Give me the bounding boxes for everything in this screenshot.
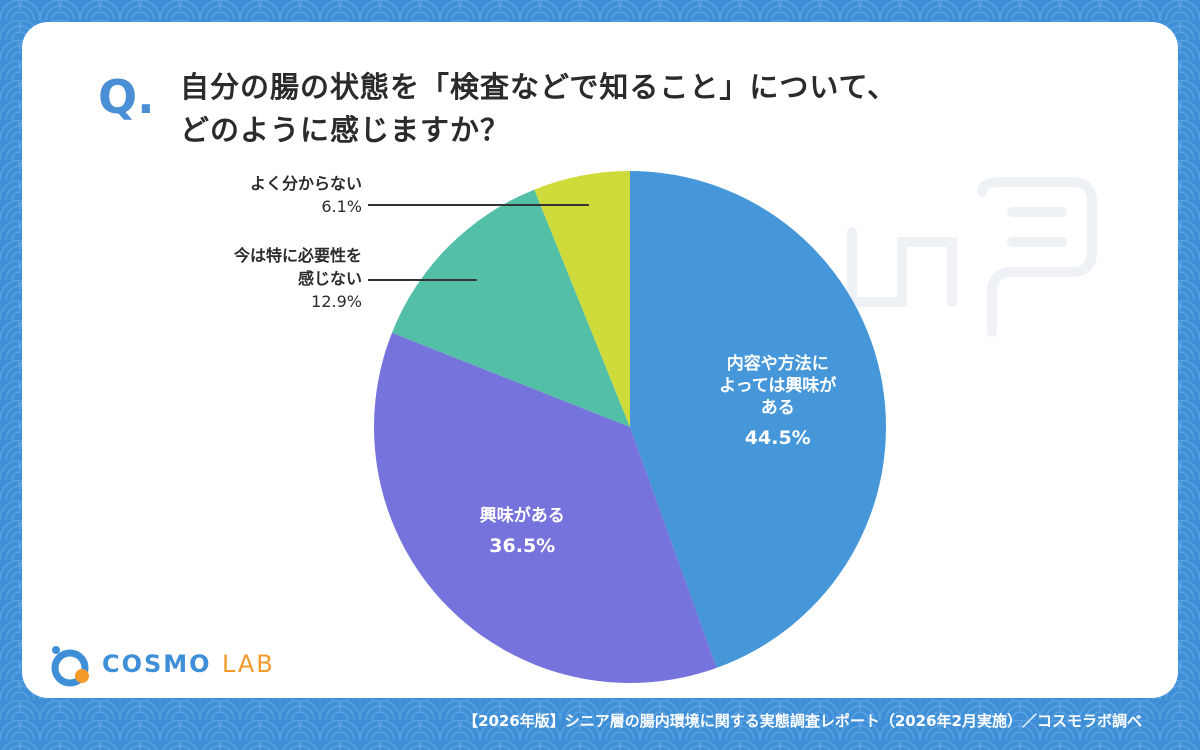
slice-label-not-needed: 今は特に必要性を感じない 12.9% xyxy=(122,244,362,313)
intestine-illustration xyxy=(847,177,1097,337)
cosmo-lab-logo: COSMO LAB xyxy=(46,642,273,688)
slice-unsure xyxy=(534,171,630,427)
slice-label-line: 興味がある xyxy=(479,506,565,527)
slice-label-line: よく分からない xyxy=(249,174,362,193)
slice-percent: 36.5% xyxy=(489,535,556,558)
source-footer: 【2026年版】シニア層の腸内環境に関する実態調査レポート（2026年2月実施）… xyxy=(463,712,1142,730)
slice-not-needed xyxy=(391,189,630,427)
chart-card: Q. 自分の腸の状態を「検査などで知ること」について、 どのように感じますか？ … xyxy=(22,22,1178,698)
pie-chart xyxy=(368,171,886,683)
slice-interested xyxy=(373,332,717,683)
slice-label-line: ある xyxy=(760,398,795,419)
slice-label-line: 今は特に必要性を xyxy=(233,246,362,265)
slice-percent: 44.5% xyxy=(744,427,811,450)
logo-text: COSMO LAB xyxy=(102,650,275,678)
slice-label-line: 感じない xyxy=(297,269,362,288)
question-text: 自分の腸の状態を「検査などで知ること」について、 どのように感じますか？ xyxy=(180,66,1080,152)
slice-label-line: 内容や方法に xyxy=(726,354,829,375)
slice-label-unsure: よく分からない 6.1% xyxy=(122,172,362,218)
slice-label-interested: 興味がある 36.5% xyxy=(432,505,612,557)
slice-label-line: よっては興味が xyxy=(719,376,837,397)
logo-icon xyxy=(51,646,89,687)
question-mark: Q. xyxy=(98,70,155,124)
slice-percent: 12.9% xyxy=(311,292,362,311)
question-line-2: どのように感じますか？ xyxy=(180,113,511,147)
question-line-1: 自分の腸の状態を「検査などで知ること」について、 xyxy=(180,70,898,104)
slice-interested-depending xyxy=(630,171,886,668)
slice-percent: 6.1% xyxy=(321,197,362,216)
slice-label-interested-depending: 内容や方法に よっては興味が ある 44.5% xyxy=(688,353,868,449)
